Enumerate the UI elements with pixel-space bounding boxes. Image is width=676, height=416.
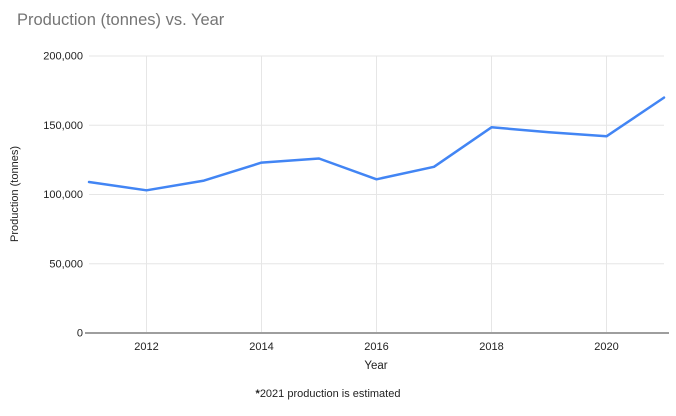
x-tick-label: 2014 [249,341,273,353]
footnote-text: 2021 production is estimated [259,388,401,400]
y-tick-label: 150,000 [43,120,83,132]
y-axis-title: Production (tonnes) [9,146,21,242]
y-tick-label: 100,000 [43,189,83,201]
x-tick-label: 2018 [479,341,503,353]
x-tick-label: 2016 [364,341,388,353]
y-tick-label: 0 [77,328,83,340]
x-axis-title: Year [364,360,388,372]
y-tick-label: 50,000 [49,258,83,270]
footnote-asterisk: * [255,388,260,400]
line-series [87,96,666,192]
y-tick-label: 200,000 [43,51,83,63]
x-tick-label: 2020 [594,341,618,353]
chart-title: Production (tonnes) vs. Year [17,11,225,29]
chart-footnote: *2021 production is estimated [0,388,666,400]
x-tick-label: 2012 [134,341,158,353]
